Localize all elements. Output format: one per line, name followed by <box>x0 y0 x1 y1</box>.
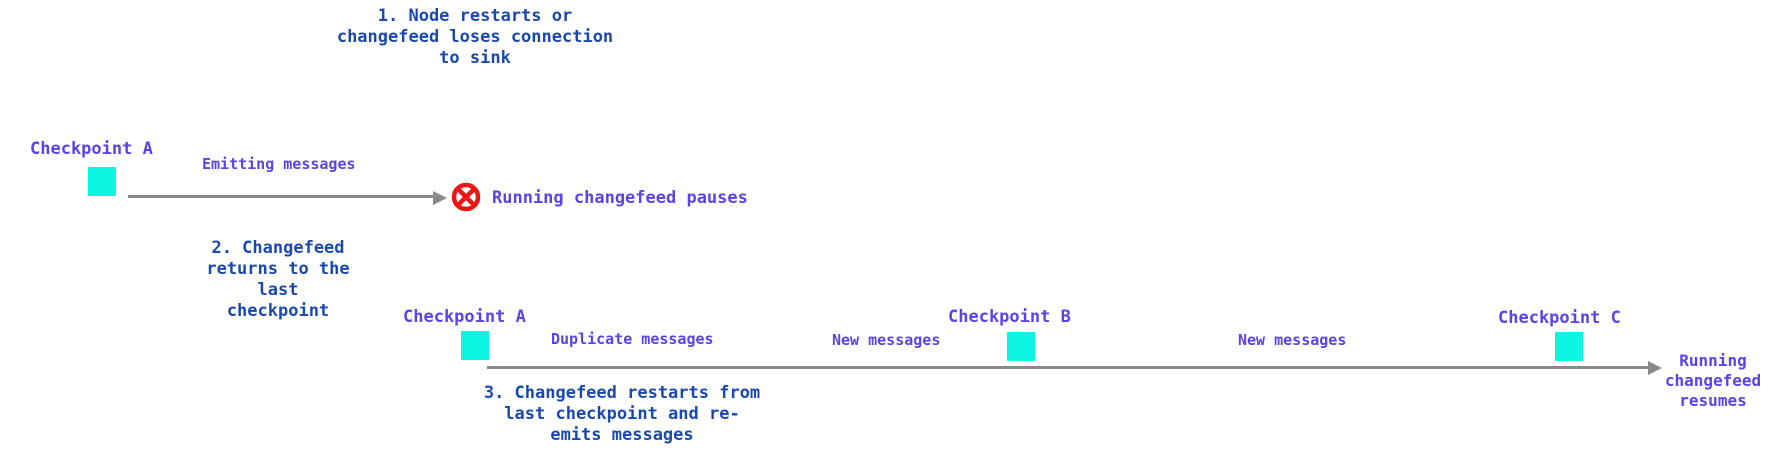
checkpoint-a-top-label: Checkpoint A <box>30 139 153 159</box>
x-circle-icon <box>451 182 481 212</box>
checkpoint-b-marker <box>1007 332 1035 361</box>
top-timeline-arrowhead <box>433 191 447 205</box>
top-timeline-arrow <box>128 195 436 198</box>
checkpoint-a-bottom-marker <box>461 331 489 360</box>
bottom-timeline-arrow <box>487 366 1650 369</box>
checkpoint-c-marker <box>1555 332 1583 361</box>
duplicate-messages-label: Duplicate messages <box>551 330 714 348</box>
resume-label: Running changefeed resumes <box>1664 351 1762 410</box>
checkpoint-b-label: Checkpoint B <box>948 307 1071 327</box>
annotation-step3: 3. Changefeed restarts from last checkpo… <box>483 383 761 445</box>
annotation-step1: 1. Node restarts or changefeed loses con… <box>336 6 614 68</box>
new-messages-label-1: New messages <box>832 331 941 349</box>
bottom-timeline-arrowhead <box>1648 361 1662 375</box>
checkpoint-a-bottom-label: Checkpoint A <box>403 307 526 327</box>
annotation-step2: 2. Changefeed returns to the last checkp… <box>206 238 350 321</box>
pause-label: Running changefeed pauses <box>492 188 748 208</box>
new-messages-label-2: New messages <box>1238 331 1347 349</box>
checkpoint-c-label: Checkpoint C <box>1498 308 1621 328</box>
checkpoint-a-top-marker <box>88 167 116 196</box>
emitting-messages-label: Emitting messages <box>202 155 356 173</box>
